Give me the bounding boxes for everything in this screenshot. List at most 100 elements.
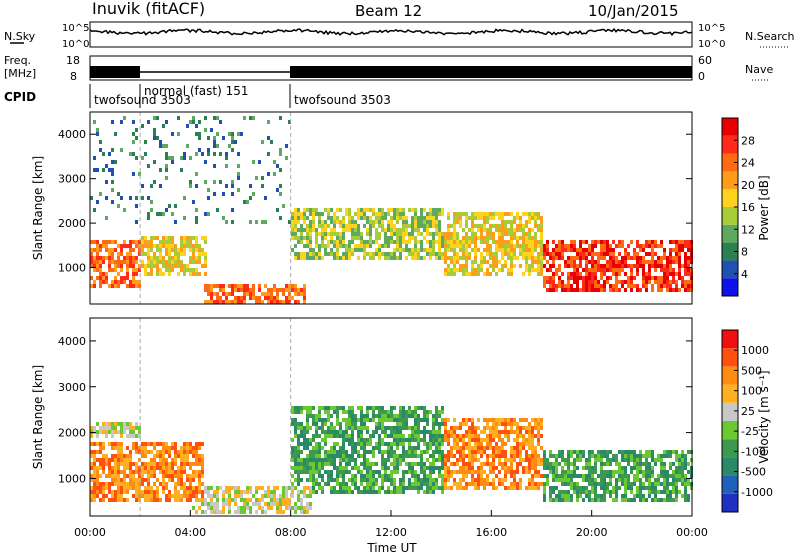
heatmap-cell xyxy=(393,462,396,466)
heatmap-cell xyxy=(405,426,408,430)
heatmap-cell xyxy=(447,256,450,260)
heatmap-cell xyxy=(195,184,198,188)
heatmap-cell xyxy=(483,418,486,422)
heatmap-cell xyxy=(120,268,123,272)
heatmap-cell xyxy=(108,474,111,478)
heatmap-cell xyxy=(462,454,465,458)
heatmap-cell xyxy=(486,228,489,232)
heatmap-cell xyxy=(336,220,339,224)
heatmap-cell xyxy=(639,466,642,470)
heatmap-cell xyxy=(348,410,351,414)
heatmap-cell xyxy=(555,454,558,458)
heatmap-cell xyxy=(195,272,198,276)
heatmap-cell xyxy=(387,414,390,418)
heatmap-cell xyxy=(171,160,174,164)
heatmap-cell xyxy=(357,256,360,260)
heatmap-cell xyxy=(531,442,534,446)
heatmap-cell xyxy=(135,256,138,260)
heatmap-cell xyxy=(672,462,675,466)
heatmap-cell xyxy=(558,264,561,268)
heatmap-cell xyxy=(552,252,555,256)
heatmap-cell xyxy=(555,256,558,260)
heatmap-cell xyxy=(414,220,417,224)
heatmap-cell xyxy=(183,470,186,474)
heatmap-cell xyxy=(504,434,507,438)
heatmap-cell xyxy=(117,204,120,208)
heatmap-cell xyxy=(318,474,321,478)
heatmap-cell xyxy=(318,212,321,216)
heatmap-cell xyxy=(330,228,333,232)
heatmap-cell xyxy=(603,240,606,244)
heatmap-cell xyxy=(387,418,390,422)
heatmap-cell xyxy=(363,462,366,466)
colorbar-swatch xyxy=(722,278,738,296)
heatmap-cell xyxy=(687,288,690,292)
heatmap-cell xyxy=(165,442,168,446)
heatmap-cell xyxy=(396,232,399,236)
heatmap-cell xyxy=(483,426,486,430)
heatmap-cell xyxy=(213,192,216,196)
heatmap-cell xyxy=(474,470,477,474)
heatmap-cell xyxy=(294,212,297,216)
heatmap-cell xyxy=(189,184,192,188)
heatmap-cell xyxy=(114,160,117,164)
heatmap-cell xyxy=(651,244,654,248)
heatmap-cell xyxy=(405,438,408,442)
heatmap-cell xyxy=(486,212,489,216)
heatmap-cell xyxy=(144,268,147,272)
heatmap-cell xyxy=(570,272,573,276)
heatmap-cell xyxy=(390,236,393,240)
heatmap-cell xyxy=(342,474,345,478)
colorbar-tick-label: -100 xyxy=(741,445,766,458)
heatmap-cell xyxy=(501,438,504,442)
heatmap-cell xyxy=(456,260,459,264)
heatmap-cell xyxy=(528,442,531,446)
heatmap-cell xyxy=(162,490,165,494)
heatmap-cell xyxy=(372,252,375,256)
heatmap-cell xyxy=(480,216,483,220)
heatmap-cell xyxy=(588,470,591,474)
heatmap-cell xyxy=(285,300,288,304)
heatmap-cell xyxy=(132,474,135,478)
heatmap-cell xyxy=(351,450,354,454)
heatmap-cell xyxy=(348,478,351,482)
heatmap-cell xyxy=(294,462,297,466)
heatmap-cell xyxy=(672,490,675,494)
heatmap-cell xyxy=(147,486,150,490)
heatmap-cell xyxy=(489,482,492,486)
heatmap-cell xyxy=(435,220,438,224)
heatmap-cell xyxy=(330,426,333,430)
heatmap-cell xyxy=(489,224,492,228)
heatmap-cell xyxy=(300,502,303,506)
heatmap-cell xyxy=(585,256,588,260)
heatmap-cell xyxy=(426,430,429,434)
heatmap-cell xyxy=(444,466,447,470)
heatmap-cell xyxy=(318,446,321,450)
x-axis-label: Time UT xyxy=(366,541,417,554)
heatmap-cell xyxy=(201,462,204,466)
heatmap-cell xyxy=(462,252,465,256)
heatmap-cell xyxy=(372,454,375,458)
heatmap-cell xyxy=(345,410,348,414)
heatmap-cell xyxy=(480,450,483,454)
heatmap-cell xyxy=(423,490,426,494)
heatmap-cell xyxy=(237,288,240,292)
heatmap-cell xyxy=(315,458,318,462)
heatmap-cell xyxy=(294,506,297,510)
heatmap-cell xyxy=(654,494,657,498)
heatmap-cell xyxy=(102,454,105,458)
heatmap-cell xyxy=(141,156,144,160)
heatmap-cell xyxy=(354,414,357,418)
heatmap-cell xyxy=(303,244,306,248)
heatmap-cell xyxy=(321,466,324,470)
heatmap-cell xyxy=(147,248,150,252)
heatmap-cell xyxy=(450,470,453,474)
heatmap-cell xyxy=(135,156,138,160)
heatmap-cell xyxy=(381,482,384,486)
heatmap-cell xyxy=(162,244,165,248)
heatmap-cell xyxy=(486,232,489,236)
heatmap-cell xyxy=(120,264,123,268)
heatmap-cell xyxy=(633,276,636,280)
heatmap-cell xyxy=(180,240,183,244)
heatmap-cell xyxy=(507,220,510,224)
